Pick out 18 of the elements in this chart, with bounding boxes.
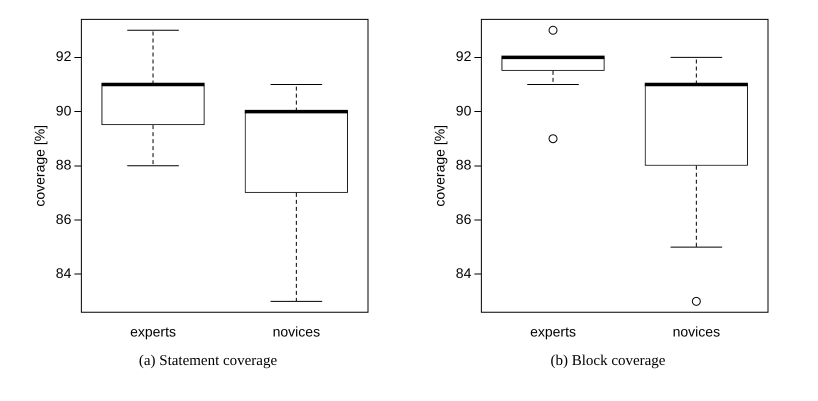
x-tick-label: experts xyxy=(130,323,176,340)
y-axis-title: coverage [%] xyxy=(31,124,48,207)
x-tick-label: novices xyxy=(672,323,720,340)
y-tick-label: 92 xyxy=(56,48,72,64)
x-tick-label: novices xyxy=(272,323,320,340)
y-tick-label: 86 xyxy=(56,210,72,227)
y-tick-label: 90 xyxy=(56,102,72,118)
y-axis-title: coverage [%] xyxy=(431,124,448,207)
y-tick-label: 92 xyxy=(456,48,472,64)
y-tick-label: 88 xyxy=(456,156,472,173)
y-tick-label: 86 xyxy=(456,210,472,227)
x-tick-label: experts xyxy=(530,323,576,340)
y-tick-label: 84 xyxy=(56,265,72,282)
text: (a) Statement coverage xyxy=(138,353,278,370)
y-tick-label: 90 xyxy=(456,102,472,118)
y-tick-label: 88 xyxy=(56,156,72,173)
y-tick-label: 84 xyxy=(456,265,472,282)
text: (b) Block coverage xyxy=(550,353,666,370)
